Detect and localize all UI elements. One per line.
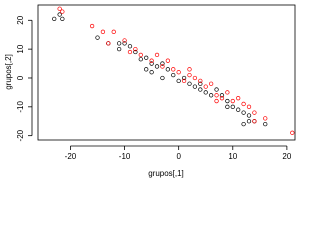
point — [236, 107, 241, 112]
point — [111, 29, 116, 34]
point — [57, 12, 62, 17]
point — [106, 41, 111, 46]
point — [57, 6, 62, 11]
point — [219, 96, 225, 101]
point — [160, 61, 165, 66]
point — [138, 57, 143, 62]
point — [133, 49, 138, 55]
point — [246, 104, 252, 109]
y-tick-label: 0 — [16, 75, 25, 80]
point — [160, 75, 165, 81]
point — [154, 52, 160, 58]
point — [89, 23, 95, 29]
x-tick-label: -10 — [119, 152, 131, 161]
point — [117, 41, 122, 46]
point — [149, 70, 154, 75]
y-tick-label: -10 — [16, 100, 25, 112]
y-axis-label: grupos[,2] — [4, 54, 13, 90]
point — [127, 49, 133, 55]
point — [117, 46, 122, 52]
point — [95, 35, 100, 40]
chart: grupos[,1] grupos[,2] -20 -10 0 10 20 -20 -10 0… — [4, 4, 296, 178]
point — [198, 87, 203, 92]
plot-box — [37, 4, 296, 141]
point — [198, 81, 203, 86]
point — [149, 58, 154, 63]
y-tick-label: -20 — [16, 129, 25, 141]
point — [203, 84, 208, 89]
point — [133, 46, 138, 52]
point — [187, 81, 192, 86]
point — [290, 130, 295, 135]
point — [214, 87, 219, 92]
point — [138, 52, 143, 58]
point — [52, 16, 57, 21]
point — [246, 119, 252, 124]
point — [176, 78, 181, 84]
point — [60, 16, 65, 21]
point — [171, 67, 176, 72]
point — [241, 101, 246, 107]
x-tick-label: 20 — [282, 152, 291, 161]
point — [198, 78, 203, 84]
point — [181, 78, 187, 84]
point — [236, 96, 241, 101]
point — [225, 90, 230, 95]
point — [241, 110, 246, 115]
point — [100, 29, 106, 34]
point — [127, 44, 133, 49]
point — [241, 121, 246, 127]
point — [187, 72, 192, 78]
point — [263, 116, 268, 121]
point — [246, 113, 252, 118]
point — [144, 55, 149, 60]
y-tick-label: 20 — [16, 15, 25, 24]
point — [208, 81, 214, 86]
point — [263, 121, 268, 127]
x-tick-label: -20 — [65, 152, 77, 161]
point — [171, 72, 176, 78]
x-tick-label: 0 — [176, 152, 181, 161]
point — [176, 70, 181, 75]
x-axis-label: grupos[,1] — [148, 169, 184, 178]
point — [208, 93, 214, 98]
x-tick-label: 10 — [228, 152, 237, 161]
point — [144, 67, 149, 72]
point — [252, 119, 257, 124]
point — [122, 38, 127, 43]
point — [203, 90, 208, 95]
point — [154, 64, 160, 69]
point — [160, 64, 165, 69]
point — [225, 104, 230, 109]
point — [192, 84, 198, 89]
point — [214, 93, 219, 98]
point — [192, 75, 198, 81]
point — [225, 98, 230, 104]
point — [230, 104, 235, 109]
point — [122, 41, 127, 46]
point — [187, 67, 192, 72]
point — [214, 98, 219, 104]
point — [60, 9, 65, 14]
point — [230, 98, 235, 104]
point — [181, 75, 187, 81]
point — [165, 67, 171, 72]
point — [252, 110, 257, 115]
point — [165, 58, 171, 63]
y-tick-label: 10 — [16, 44, 25, 53]
point — [219, 93, 225, 98]
point — [149, 61, 154, 66]
